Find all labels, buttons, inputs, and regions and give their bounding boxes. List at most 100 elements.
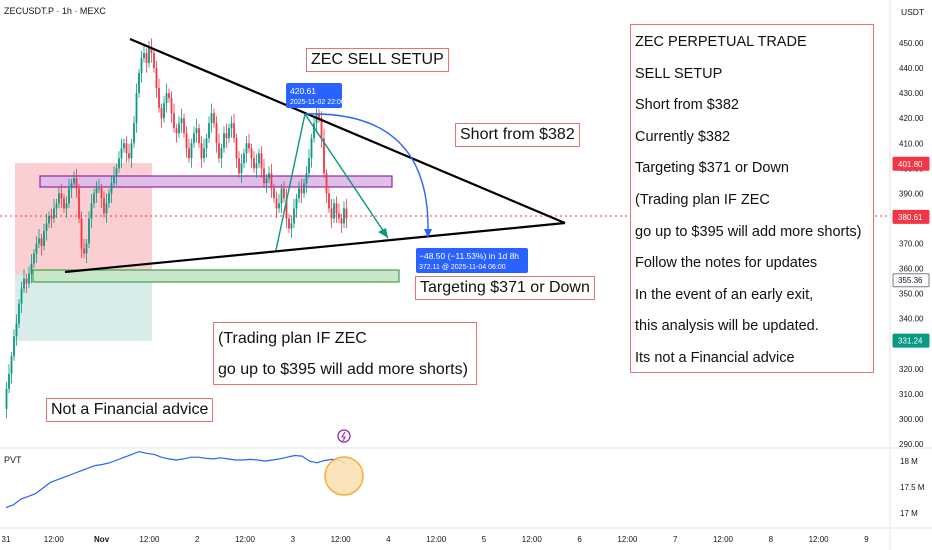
candle-body	[103, 198, 105, 214]
candle-body	[188, 148, 190, 159]
candle-body	[288, 218, 290, 229]
candle-body	[115, 168, 118, 176]
candle-body	[148, 48, 150, 64]
candle-body	[55, 203, 58, 209]
candle-body	[328, 193, 330, 209]
time-tick-label: 9	[864, 535, 869, 544]
candle-body	[70, 183, 73, 189]
trading-plan-annotation[interactable]: (Trading plan IF ZEC go up to $395 will …	[213, 322, 477, 385]
candle-body	[345, 208, 348, 219]
candle-body	[273, 188, 275, 199]
time-tick-label: 7	[673, 535, 678, 544]
candle-body	[63, 198, 65, 209]
candle-body	[45, 223, 48, 231]
highlight-circle	[324, 456, 364, 496]
price-axis-badge	[892, 273, 930, 288]
candle-body	[170, 98, 173, 114]
candle-body	[180, 118, 183, 124]
candle-body	[15, 323, 18, 337]
ascending-trendline[interactable]	[64, 221, 566, 274]
candle-body	[245, 143, 248, 154]
candle-body	[130, 143, 133, 159]
candle-body	[343, 208, 345, 224]
candle-body	[283, 188, 285, 199]
candle-body	[325, 173, 328, 194]
candle-body	[223, 133, 225, 149]
price-tick-label: 450.00	[899, 39, 924, 48]
candle-body	[280, 188, 283, 204]
events-icon[interactable]	[337, 429, 351, 443]
descending-trendline[interactable]	[129, 37, 566, 225]
disclaimer-annotation[interactable]: Not a Financial advice	[46, 398, 214, 422]
candle-body	[78, 188, 80, 219]
candle-body	[175, 128, 178, 134]
short-annotation[interactable]: Short from $382	[455, 123, 580, 147]
price-axis[interactable]: 450.00440.00430.00420.00410.00400.00390.…	[899, 39, 924, 449]
candle-body	[190, 143, 193, 159]
projection-arrows	[275, 113, 432, 251]
support-zone	[32, 269, 400, 283]
trade-note-line: go up to $395 will add more shorts)	[635, 223, 862, 240]
candle-body	[178, 123, 180, 134]
price-axis-badge-label: 401.80	[898, 160, 923, 169]
title-annotation[interactable]: ZEC SELL SETUP	[306, 48, 449, 72]
candle-body	[210, 113, 213, 124]
trade-note-line: SELL SETUP	[635, 65, 723, 82]
price-tick-label: 440.00	[899, 64, 924, 73]
candle-body	[290, 223, 293, 229]
time-tick-label: 12:00	[235, 535, 256, 544]
resistance-zone	[39, 175, 393, 188]
candle-body	[278, 203, 280, 209]
candle-body	[73, 178, 75, 184]
candle-body	[105, 203, 108, 214]
candle-body	[258, 153, 260, 164]
projection-top-label: 420.61 2025-11-02 22:00	[286, 83, 345, 108]
trade-note-line: (Trading plan IF ZEC	[635, 191, 770, 208]
candle-body	[298, 188, 300, 199]
trade-note-line: Targeting $371 or Down	[635, 160, 789, 177]
candle-body	[218, 143, 220, 159]
indicator-label[interactable]: PVT	[4, 455, 22, 465]
candle-body	[120, 148, 123, 159]
svg-text:−48.50 (−11.53%) in 1d 8h: −48.50 (−11.53%) in 1d 8h	[419, 251, 519, 261]
time-tick-label: 12:00	[331, 535, 352, 544]
candle-body	[118, 158, 120, 169]
price-axis-badge	[892, 156, 930, 171]
time-axis[interactable]: 31 12:00 Nov 12:00 2 12:00 3 12:00 4 12:00 5 12:00 6…	[2, 535, 870, 544]
time-tick-label: 12:00	[139, 535, 160, 544]
candle-body	[80, 218, 83, 249]
candle-body	[113, 175, 115, 184]
candle-body	[295, 198, 298, 209]
candle-body	[75, 178, 78, 189]
candle-body	[310, 138, 313, 159]
candle-body	[300, 188, 303, 194]
candle-body	[20, 288, 23, 304]
candle-body	[150, 48, 153, 54]
candle-body	[155, 68, 158, 89]
target-annotation[interactable]: Targeting $371 or Down	[415, 276, 595, 300]
candle-body	[200, 143, 203, 159]
time-tick-label: 12:00	[809, 535, 830, 544]
candle-body	[305, 173, 308, 184]
candle-body	[205, 138, 208, 149]
time-tick-label: 12:00	[522, 535, 543, 544]
candle-body	[243, 153, 245, 164]
symbol-title[interactable]: ZECUSDT.P · 1h · MEXC	[4, 6, 106, 16]
candle-body	[153, 53, 155, 69]
candle-body	[275, 198, 278, 209]
candle-body	[85, 243, 88, 254]
time-tick-label: 12:00	[713, 535, 734, 544]
candle-body	[53, 208, 55, 219]
plan-line: (Trading plan IF ZEC	[218, 330, 367, 347]
trade-note-line: Short from $382	[635, 97, 739, 114]
candle-body	[208, 123, 210, 139]
candle-body	[123, 143, 125, 149]
pvt-tick: 17.5 M	[900, 483, 925, 492]
candle-body	[128, 153, 130, 159]
candle-body	[90, 203, 93, 219]
candle-body	[95, 188, 98, 194]
trade-notes-panel[interactable]: ZEC PERPETUAL TRADE SELL SETUP Short fro…	[630, 24, 874, 373]
candle-body	[255, 163, 258, 169]
time-tick-label: 12:00	[617, 535, 638, 544]
candle-body	[260, 153, 263, 169]
